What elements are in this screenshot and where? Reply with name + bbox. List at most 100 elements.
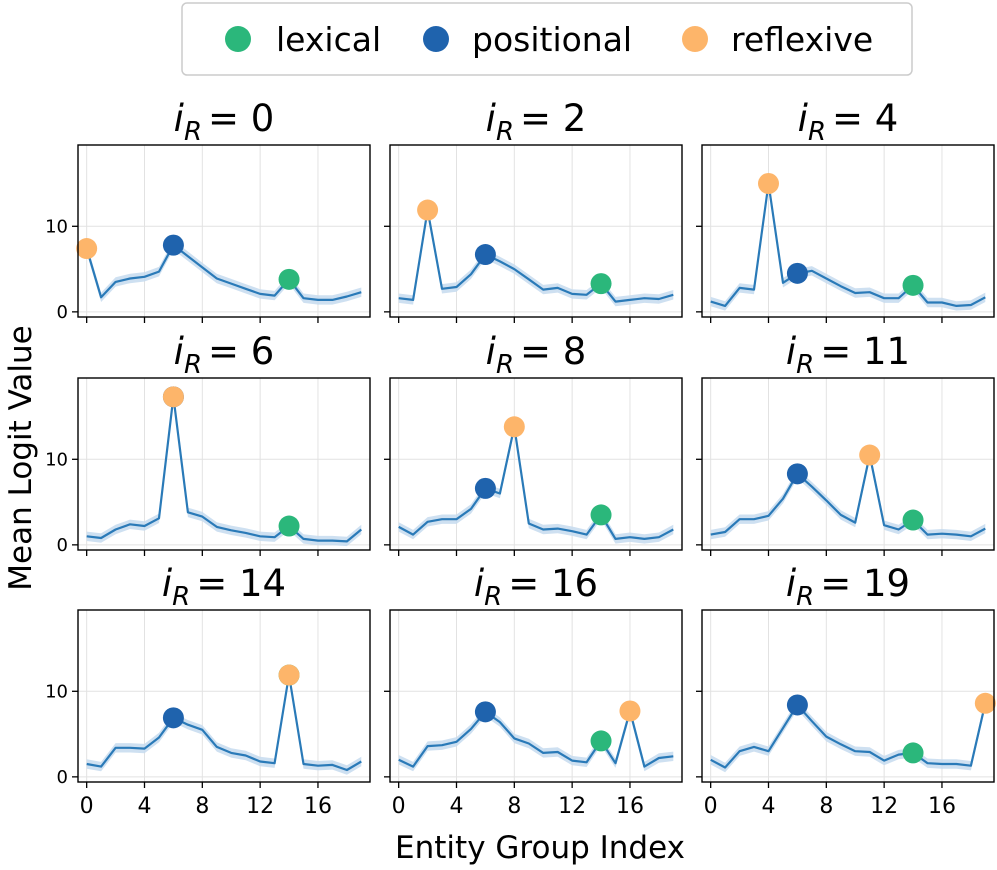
title-variable: i [174,97,185,140]
subplot-frame [77,377,371,551]
reflexive-marker [278,664,300,686]
title-value: = 4 [832,97,898,140]
reflexive-marker [859,444,881,466]
positional-marker [474,701,496,723]
title-value: = 8 [520,330,586,373]
positional-marker [162,234,184,256]
subplot-title: iR = 19 [786,562,910,612]
series-confidence-band [710,178,986,311]
series-confidence-band [398,422,674,544]
series-line [710,182,986,307]
subplot-1: iR = 2 [384,97,683,323]
y-tick-label: 10 [45,449,68,470]
series-line [86,673,362,772]
title-subscript: R [484,582,502,612]
title-subscript: R [808,117,826,147]
title-value: = 11 [820,330,910,373]
title-variable: i [786,562,797,605]
y-tick-label: 0 [57,535,68,556]
x-tick-label: 12 [870,794,898,819]
legend-frame [181,2,913,76]
series-confidence-band [710,450,986,541]
subplot-0: iR = 0 0 10 [45,97,371,323]
legend-marker-positional [423,26,449,52]
x-tick-label: 16 [304,794,332,819]
subplot-title: iR = 4 [798,97,899,147]
series-line [710,453,986,538]
title-subscript: R [796,582,814,612]
positional-marker [786,463,808,485]
series-line [398,425,674,541]
lexical-marker [278,268,300,290]
x-tick-label: 0 [80,794,94,819]
subplot-frame [389,144,683,318]
x-tick-label: 16 [928,794,956,819]
x-tick-label: 8 [819,794,833,819]
title-value: = 2 [520,97,586,140]
title-variable: i [798,97,809,140]
subplot-8: iR = 19 0 4 8 12 16 [696,562,996,819]
title-subscript: R [184,117,202,147]
x-tick-label: 12 [246,794,274,819]
x-tick-label: 8 [507,794,521,819]
subplot-title: iR = 14 [162,562,286,612]
lexical-marker [278,515,300,537]
series-confidence-band [398,205,674,307]
title-value: = 0 [208,97,274,140]
y-tick-label: 0 [57,302,68,323]
subplot-6: iR = 14 0 4 8 12 16 0 10 [45,562,371,819]
series-line [86,395,363,543]
subplot-frame [701,377,995,551]
subplot-frame [701,144,995,318]
title-subscript: R [184,350,202,380]
title-subscript: R [496,117,514,147]
series-confidence-band [86,240,362,305]
lexical-marker [902,742,924,764]
subplot-frame [389,377,683,551]
x-tick-label: 0 [392,794,406,819]
y-tick-label: 0 [57,767,68,788]
title-variable: i [474,562,485,605]
subplot-frame [77,144,371,318]
x-tick-label: 12 [558,794,586,819]
series-confidence-band [710,698,986,773]
title-subscript: R [796,350,814,380]
legend-label-lexical: lexical [276,20,381,59]
subplot-4: iR = 8 [384,330,683,556]
title-variable: i [486,330,497,373]
reflexive-marker [619,700,641,722]
x-tick-label: 8 [195,794,209,819]
series-line [710,703,987,769]
legend-label-positional: positional [472,20,632,59]
y-tick-label: 10 [45,681,68,702]
lexical-marker [590,273,612,295]
legend: lexical positional reflexive [181,2,913,76]
x-axis-label: Entity Group Index [395,830,685,866]
positional-marker [786,262,808,284]
subplot-title: iR = 2 [486,97,587,147]
legend-marker-lexical [225,26,251,52]
subplot-title: iR = 0 [174,97,275,147]
lexical-marker [902,274,924,296]
positional-marker [474,477,496,499]
x-tick-label: 4 [137,794,151,819]
subplot-title: iR = 8 [486,330,587,380]
subplot-title: iR = 6 [174,330,275,380]
series-confidence-band [86,392,362,547]
lexical-marker [590,504,612,526]
subplot-5: iR = 11 [696,330,995,556]
positional-marker [162,707,184,729]
series-line [85,244,362,301]
subplot-7: iR = 16 0 4 8 12 16 [384,562,683,819]
reflexive-marker [417,199,439,221]
x-tick-label: 0 [704,794,718,819]
x-tick-label: 4 [761,794,775,819]
reflexive-marker [974,692,996,714]
x-tick-label: 16 [616,794,644,819]
title-value: = 6 [208,330,274,373]
subplot-title: iR = 16 [474,562,598,612]
lexical-marker [902,509,924,531]
lexical-marker [590,730,612,752]
subplot-frame [389,609,683,783]
